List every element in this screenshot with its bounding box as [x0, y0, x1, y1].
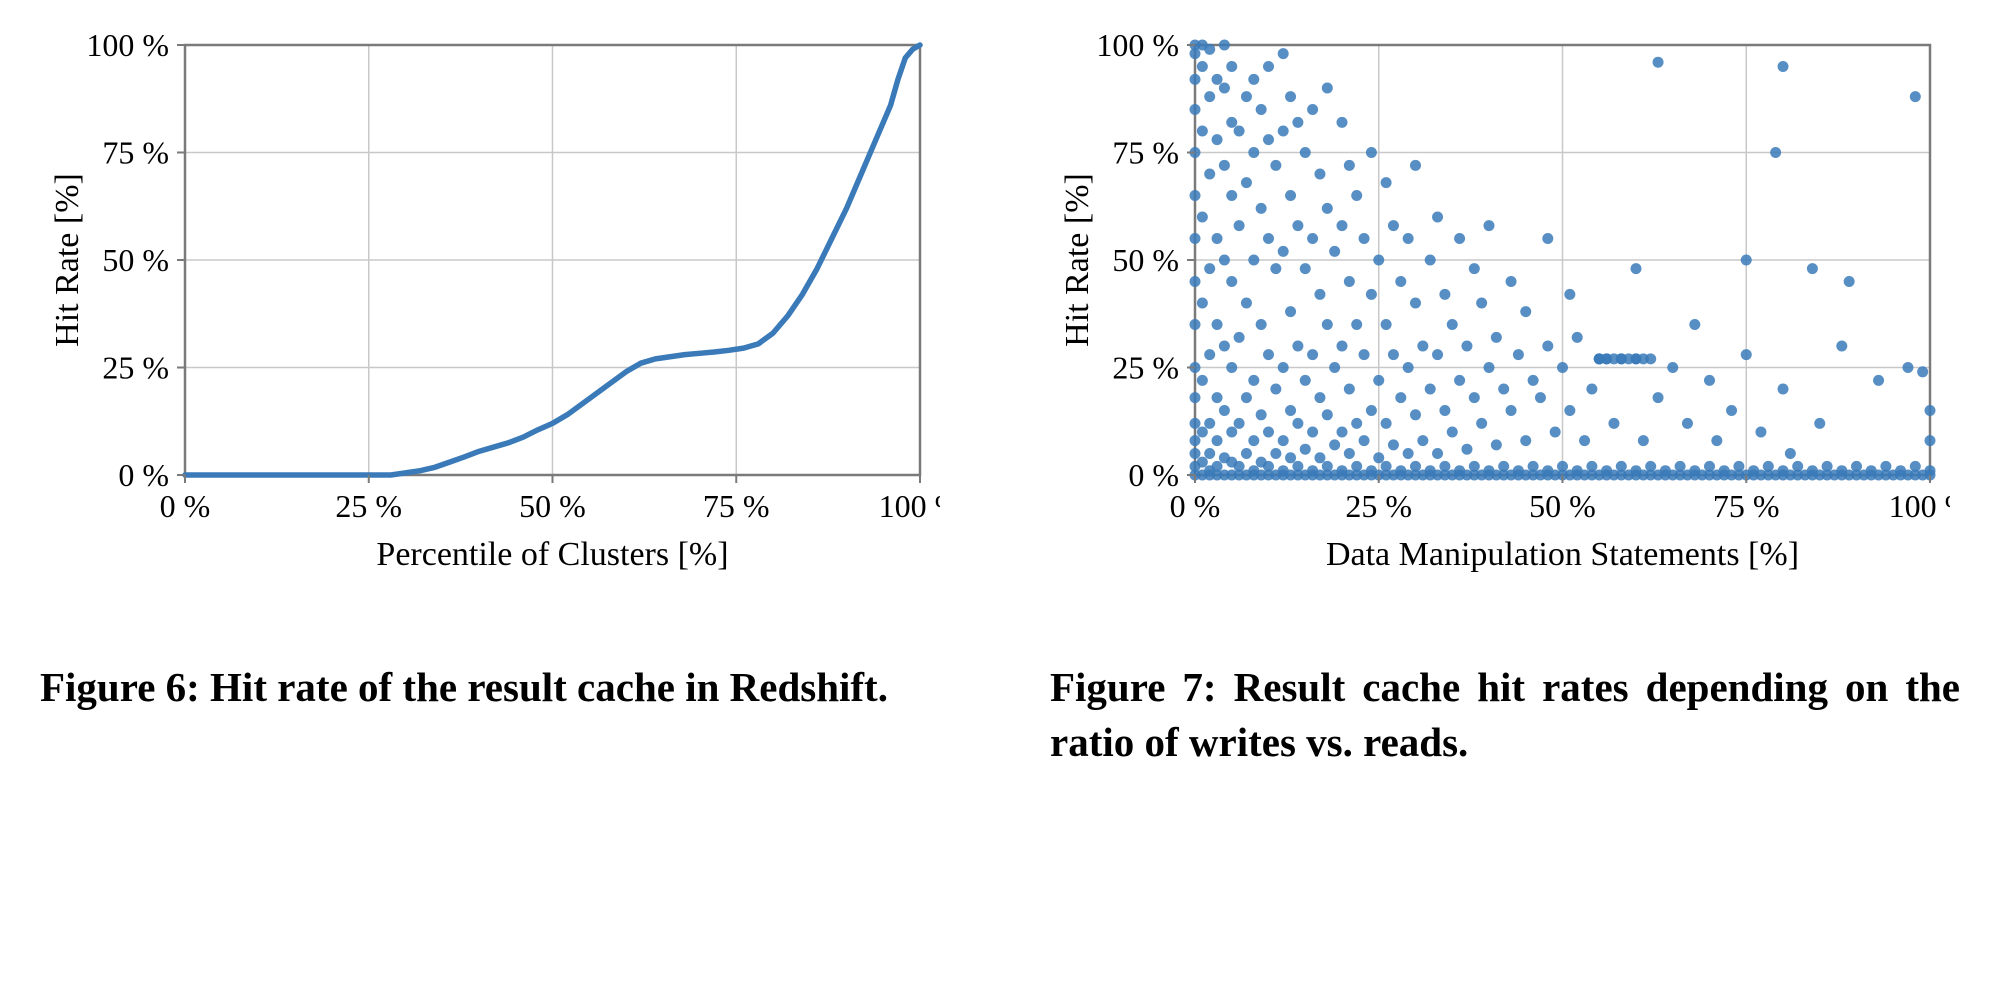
line-chart-svg: 0 % 25 % 50 % 75 % 100 % 0 % 25 % 50 % 75 % 100 %…: [40, 30, 940, 590]
figure-6-chart: 0 % 25 % 50 % 75 % 100 % 0 % 25 % 50 % 75 % 100 %…: [40, 30, 950, 590]
figure-7-chart: 0 % 25 % 50 % 75 % 100 % 0 % 25 % 50 % 75 % 100 %…: [1050, 30, 1960, 590]
svg-text:Percentile of Clusters [%]: Percentile of Clusters [%]: [376, 536, 728, 573]
svg-text:50 %: 50 %: [102, 242, 169, 278]
svg-text:25 %: 25 %: [102, 350, 169, 386]
scatter-chart-svg: 0 % 25 % 50 % 75 % 100 % 0 % 25 % 50 % 75 % 100 %…: [1050, 30, 1950, 590]
svg-text:75 %: 75 %: [1713, 488, 1780, 524]
svg-text:100 %: 100 %: [1096, 30, 1179, 63]
svg-text:0 %: 0 %: [160, 488, 211, 524]
figure-6-caption: Figure 6: Hit rate of the result cache i…: [40, 660, 950, 715]
svg-text:50 %: 50 %: [519, 488, 586, 524]
figures-container: 0 % 25 % 50 % 75 % 100 % 0 % 25 % 50 % 75 % 100 %…: [40, 30, 1960, 771]
svg-text:100 %: 100 %: [1889, 488, 1950, 524]
svg-text:0 %: 0 %: [1128, 457, 1179, 493]
figure-7-block: 0 % 25 % 50 % 75 % 100 % 0 % 25 % 50 % 75 % 100 %…: [1050, 30, 1960, 771]
figure-6-block: 0 % 25 % 50 % 75 % 100 % 0 % 25 % 50 % 75 % 100 %…: [40, 30, 950, 715]
figure-7-caption: Figure 7: Result cache hit rates dependi…: [1050, 660, 1960, 771]
svg-text:0 %: 0 %: [118, 457, 169, 493]
svg-text:100 %: 100 %: [879, 488, 940, 524]
svg-text:0 %: 0 %: [1170, 488, 1221, 524]
svg-text:Hit Rate [%]: Hit Rate [%]: [49, 173, 86, 347]
svg-text:75 %: 75 %: [1112, 135, 1179, 171]
svg-text:25 %: 25 %: [335, 488, 402, 524]
svg-text:75 %: 75 %: [102, 135, 169, 171]
svg-text:Hit Rate [%]: Hit Rate [%]: [1059, 173, 1096, 347]
svg-text:75 %: 75 %: [703, 488, 770, 524]
svg-text:50 %: 50 %: [1112, 242, 1179, 278]
svg-text:25 %: 25 %: [1112, 350, 1179, 386]
svg-text:Data Manipulation Statements [: Data Manipulation Statements [%]: [1326, 536, 1799, 573]
svg-text:50 %: 50 %: [1529, 488, 1596, 524]
svg-text:25 %: 25 %: [1345, 488, 1412, 524]
svg-text:100 %: 100 %: [86, 30, 169, 63]
